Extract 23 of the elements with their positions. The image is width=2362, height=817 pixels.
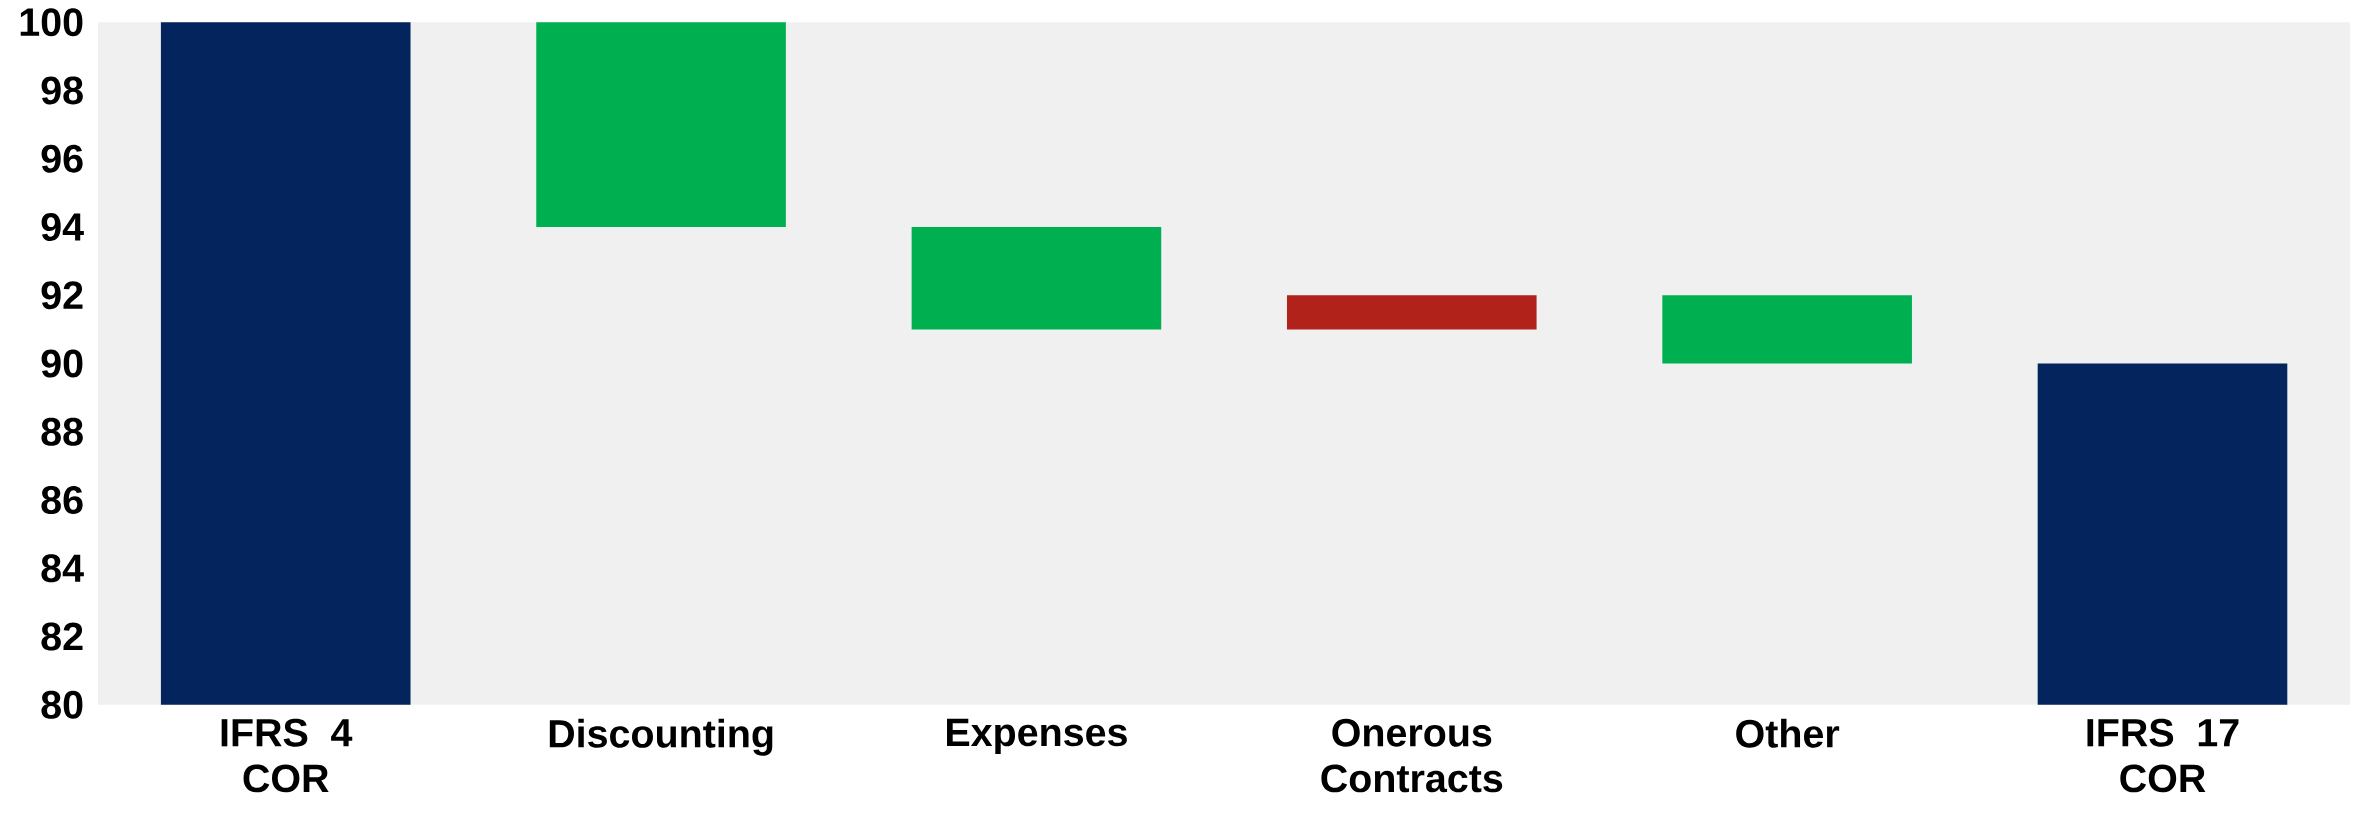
y-tick-label: 96 <box>41 144 83 173</box>
y-tick-label: 100 <box>20 8 83 37</box>
bar <box>536 22 786 227</box>
bar <box>1286 295 1537 330</box>
x-tick-label: IFRS 4 COR <box>221 718 353 793</box>
y-tick-label: 82 <box>41 622 83 651</box>
x-tick-label: Other <box>1736 718 1840 748</box>
bar <box>2037 363 2288 705</box>
bar <box>160 22 411 705</box>
x-tick-label: Expenses <box>947 718 1127 755</box>
y-tick-label: 88 <box>41 417 83 446</box>
x-tick-label: Onerous Contracts <box>1321 718 1503 793</box>
x-tick-label: IFRS 17 COR <box>2087 718 2239 793</box>
y-tick-label: 90 <box>41 349 83 378</box>
y-tick-label: 94 <box>41 213 84 241</box>
x-tick-label: Discounting <box>549 718 773 756</box>
y-tick-label: 84 <box>41 554 84 583</box>
bar <box>911 226 1162 330</box>
y-tick-label: 86 <box>41 486 83 514</box>
y-tick-label: 98 <box>41 76 83 105</box>
bar <box>1662 295 1912 364</box>
y-tick-label: 92 <box>41 281 83 310</box>
y-tick-label: 80 <box>41 690 83 719</box>
